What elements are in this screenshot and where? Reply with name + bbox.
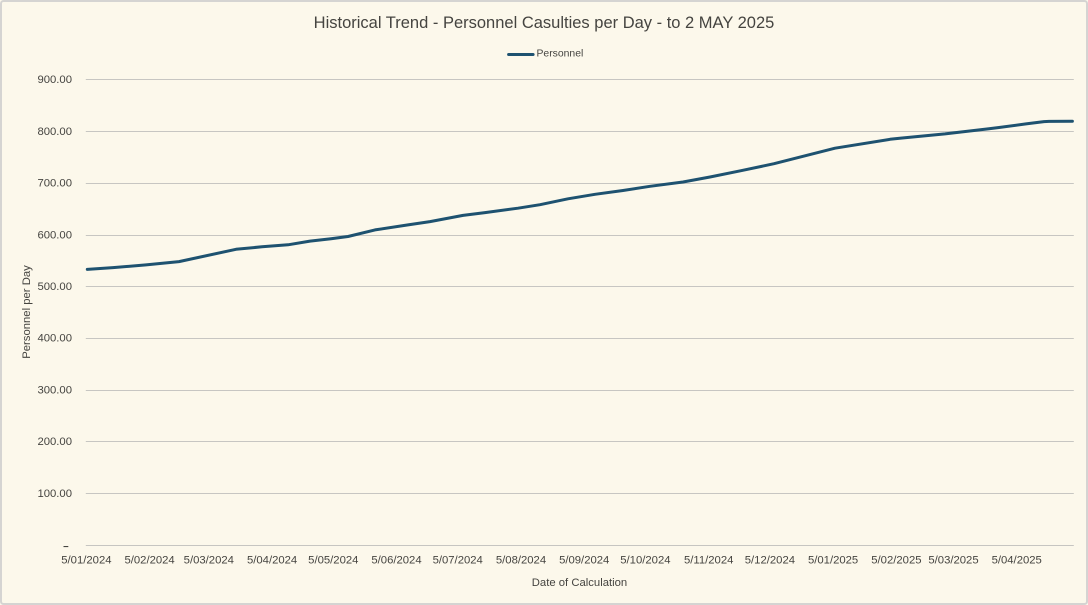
svg-text:400.00: 400.00 bbox=[37, 333, 72, 345]
svg-text:700.00: 700.00 bbox=[37, 178, 72, 190]
svg-text:100.00: 100.00 bbox=[37, 488, 72, 500]
svg-text:300.00: 300.00 bbox=[37, 385, 72, 397]
svg-text:5/08/2024: 5/08/2024 bbox=[496, 554, 546, 566]
svg-text:5/06/2024: 5/06/2024 bbox=[371, 554, 421, 566]
svg-text:5/07/2024: 5/07/2024 bbox=[433, 554, 483, 566]
svg-text:5/02/2024: 5/02/2024 bbox=[124, 554, 174, 566]
svg-text:Historical Trend - Personnel C: Historical Trend - Personnel Casulties p… bbox=[314, 14, 775, 32]
svg-text:5/01/2025: 5/01/2025 bbox=[808, 554, 858, 566]
svg-text:Date of Calculation: Date of Calculation bbox=[532, 577, 627, 589]
svg-text:5/04/2025: 5/04/2025 bbox=[992, 554, 1042, 566]
svg-text:900.00: 900.00 bbox=[37, 74, 72, 86]
svg-text:5/10/2024: 5/10/2024 bbox=[620, 554, 670, 566]
svg-text:5/03/2025: 5/03/2025 bbox=[928, 554, 978, 566]
svg-text:200.00: 200.00 bbox=[37, 436, 72, 448]
svg-text:Personnel per Day: Personnel per Day bbox=[21, 265, 33, 359]
svg-text:500.00: 500.00 bbox=[37, 281, 72, 293]
svg-text:5/01/2024: 5/01/2024 bbox=[61, 554, 111, 566]
svg-text:800.00: 800.00 bbox=[37, 126, 72, 138]
svg-text:5/09/2024: 5/09/2024 bbox=[559, 554, 609, 566]
svg-text:Personnel: Personnel bbox=[537, 49, 584, 60]
svg-text:5/11/2024: 5/11/2024 bbox=[684, 554, 733, 566]
svg-text:5/05/2024: 5/05/2024 bbox=[308, 554, 358, 566]
svg-text:5/02/2025: 5/02/2025 bbox=[871, 554, 921, 566]
svg-text:600.00: 600.00 bbox=[37, 229, 72, 241]
svg-text:5/03/2024: 5/03/2024 bbox=[184, 554, 234, 566]
svg-text:5/12/2024: 5/12/2024 bbox=[745, 554, 795, 566]
svg-text:5/04/2024: 5/04/2024 bbox=[247, 554, 297, 566]
